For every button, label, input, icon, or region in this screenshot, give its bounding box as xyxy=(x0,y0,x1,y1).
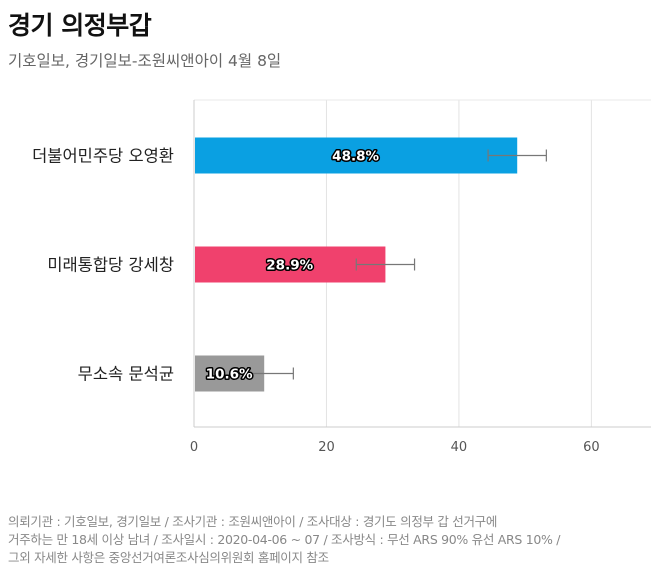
data-label: 28.9% xyxy=(266,258,313,274)
category-label: 더불어민주당 오영환 xyxy=(32,147,174,166)
category-label: 무소속 문석균 xyxy=(78,365,174,384)
data-label-outline: 28.9% xyxy=(266,258,313,274)
chart-title: 경기 의정부갑 xyxy=(8,11,152,40)
x-tick-label: 20 xyxy=(318,440,335,455)
data-label: 10.6% xyxy=(206,367,253,383)
survey-footnote: 의뢰기관 : 기호일보, 경기일보 / 조사기관 : 조원씨앤아이 / 조사대상… xyxy=(8,513,648,567)
data-label-outline: 48.8% xyxy=(332,149,379,165)
data-label: 48.8% xyxy=(332,149,379,165)
data-label-outline: 10.6% xyxy=(206,367,253,383)
bar xyxy=(195,137,518,174)
x-tick-label: 60 xyxy=(583,440,600,455)
bar xyxy=(195,246,386,283)
footnote-line-3: 그외 자세한 사항은 중앙선거여론조사심의위원회 홈페이지 참조 xyxy=(8,550,329,565)
x-tick-label: 0 xyxy=(190,440,198,455)
chart-subtitle: 기호일보, 경기일보-조원씨앤아이 4월 8일 xyxy=(8,52,282,70)
footnote-line-1: 의뢰기관 : 기호일보, 경기일보 / 조사기관 : 조원씨앤아이 / 조사대상… xyxy=(8,514,498,529)
footnote-line-2: 거주하는 만 18세 이상 남녀 / 조사일시 : 2020-04-06 ~ 0… xyxy=(8,532,561,547)
x-tick-label: 40 xyxy=(451,440,468,455)
category-label: 미래통합당 강세창 xyxy=(47,256,174,275)
